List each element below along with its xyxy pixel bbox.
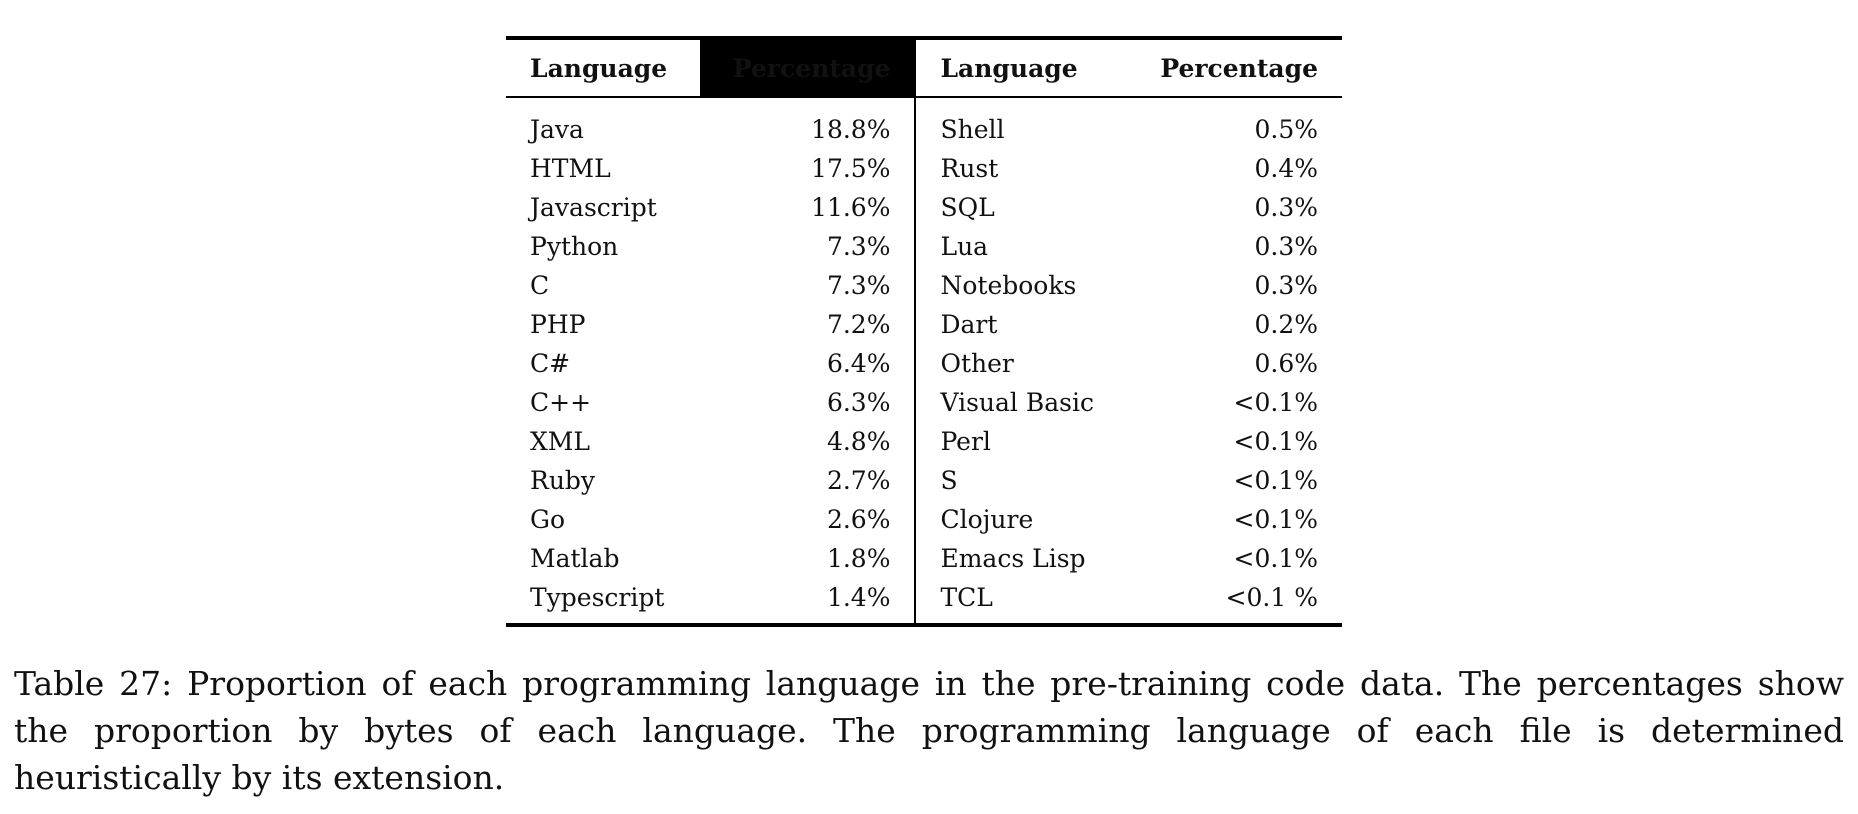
percentage-cell: 18.8%: [699, 97, 917, 149]
language-cell: Rust: [940, 154, 999, 183]
language-cell: Python: [530, 232, 619, 261]
table-row: HTML 17.5% Rust 0.4%: [506, 149, 1342, 188]
table-row: Matlab 1.8% Emacs Lisp <0.1%: [506, 539, 1342, 578]
percentage-cell: 11.6%: [699, 188, 917, 227]
language-proportion-table: Language Percentage Language Percentage …: [506, 36, 1342, 627]
percentage-cell: 17.5%: [699, 149, 917, 188]
percentage-cell: <0.1 %: [1225, 583, 1318, 612]
language-cell: PHP: [530, 310, 586, 339]
language-cell: Shell: [940, 115, 1005, 144]
table-row: Javascript 11.6% SQL 0.3%: [506, 188, 1342, 227]
language-cell: Perl: [940, 427, 991, 456]
language-cell: HTML: [530, 154, 611, 183]
table-row: PHP 7.2% Dart 0.2%: [506, 305, 1342, 344]
language-cell: S: [940, 466, 958, 495]
percentage-cell: <0.1%: [1233, 544, 1318, 573]
table-row: C 7.3% Notebooks 0.3%: [506, 266, 1342, 305]
percentage-cell: 0.5%: [1254, 115, 1318, 144]
percentage-cell: 0.4%: [1254, 154, 1318, 183]
percentage-cell: 7.3%: [699, 266, 917, 305]
language-cell: Emacs Lisp: [940, 544, 1086, 573]
percentage-cell: 7.3%: [699, 227, 917, 266]
percentage-cell: <0.1%: [1233, 466, 1318, 495]
percentage-cell: 2.7%: [699, 461, 917, 500]
language-cell: C: [530, 271, 550, 300]
language-cell: Typescript: [530, 583, 665, 612]
percentage-cell: 4.8%: [699, 422, 917, 461]
percentage-cell: 0.3%: [1254, 271, 1318, 300]
percentage-cell: <0.1%: [1233, 427, 1318, 456]
language-cell: XML: [530, 427, 590, 456]
table-row: XML 4.8% Perl <0.1%: [506, 422, 1342, 461]
percentage-cell: <0.1%: [1233, 505, 1318, 534]
language-cell: Other: [940, 349, 1014, 378]
language-cell: TCL: [940, 583, 993, 612]
percentage-cell: 1.8%: [699, 539, 917, 578]
percentage-cell: 0.6%: [1254, 349, 1318, 378]
header-percentage-right: Percentage: [1160, 53, 1318, 83]
header-language-right: Language: [940, 53, 1078, 83]
table-row: Ruby 2.7% S <0.1%: [506, 461, 1342, 500]
language-cell: C++: [530, 388, 592, 417]
language-cell: Ruby: [530, 466, 596, 495]
table-body: Java 18.8% Shell 0.5% HTML 17.5% Rust 0.4% Javas…: [506, 97, 1342, 625]
percentage-cell: 2.6%: [699, 500, 917, 539]
language-cell: SQL: [940, 193, 995, 222]
table-row: C# 6.4% Other 0.6%: [506, 344, 1342, 383]
percentage-cell: <0.1%: [1233, 388, 1318, 417]
percentage-cell: 1.4%: [699, 578, 917, 625]
language-cell: Javascript: [530, 193, 657, 222]
percentage-cell: 0.2%: [1254, 310, 1318, 339]
language-cell: Notebooks: [940, 271, 1077, 300]
percentage-cell: 0.3%: [1254, 232, 1318, 261]
percentage-cell: 6.4%: [699, 344, 917, 383]
header-language-left: Language: [530, 53, 668, 83]
language-cell: C#: [530, 349, 571, 378]
language-cell: Clojure: [940, 505, 1034, 534]
table-row: C++ 6.3% Visual Basic <0.1%: [506, 383, 1342, 422]
language-cell: Dart: [940, 310, 998, 339]
language-cell: Lua: [940, 232, 989, 261]
table-row: Python 7.3% Lua 0.3%: [506, 227, 1342, 266]
percentage-cell: 6.3%: [699, 383, 917, 422]
table-container: Language Percentage Language Percentage …: [506, 36, 1342, 627]
language-cell: Visual Basic: [940, 388, 1094, 417]
percentage-cell: 7.2%: [699, 305, 917, 344]
language-cell: Go: [530, 505, 566, 534]
language-cell: Java: [530, 115, 584, 144]
table-row: Typescript 1.4% TCL <0.1 %: [506, 578, 1342, 625]
table-row: Go 2.6% Clojure <0.1%: [506, 500, 1342, 539]
table-caption: Table 27: Proportion of each programming…: [14, 664, 1844, 797]
percentage-cell: 0.3%: [1254, 193, 1318, 222]
table-row: Java 18.8% Shell 0.5%: [506, 97, 1342, 149]
table-header-row: Language Percentage Language Percentage: [506, 38, 1342, 97]
language-cell: Matlab: [530, 544, 620, 573]
header-percentage-left: Percentage: [699, 38, 917, 97]
